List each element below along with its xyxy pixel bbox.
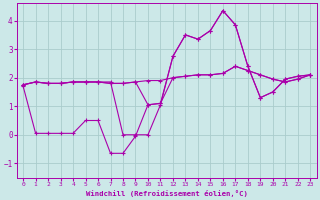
X-axis label: Windchill (Refroidissement éolien,°C): Windchill (Refroidissement éolien,°C) <box>86 190 248 197</box>
